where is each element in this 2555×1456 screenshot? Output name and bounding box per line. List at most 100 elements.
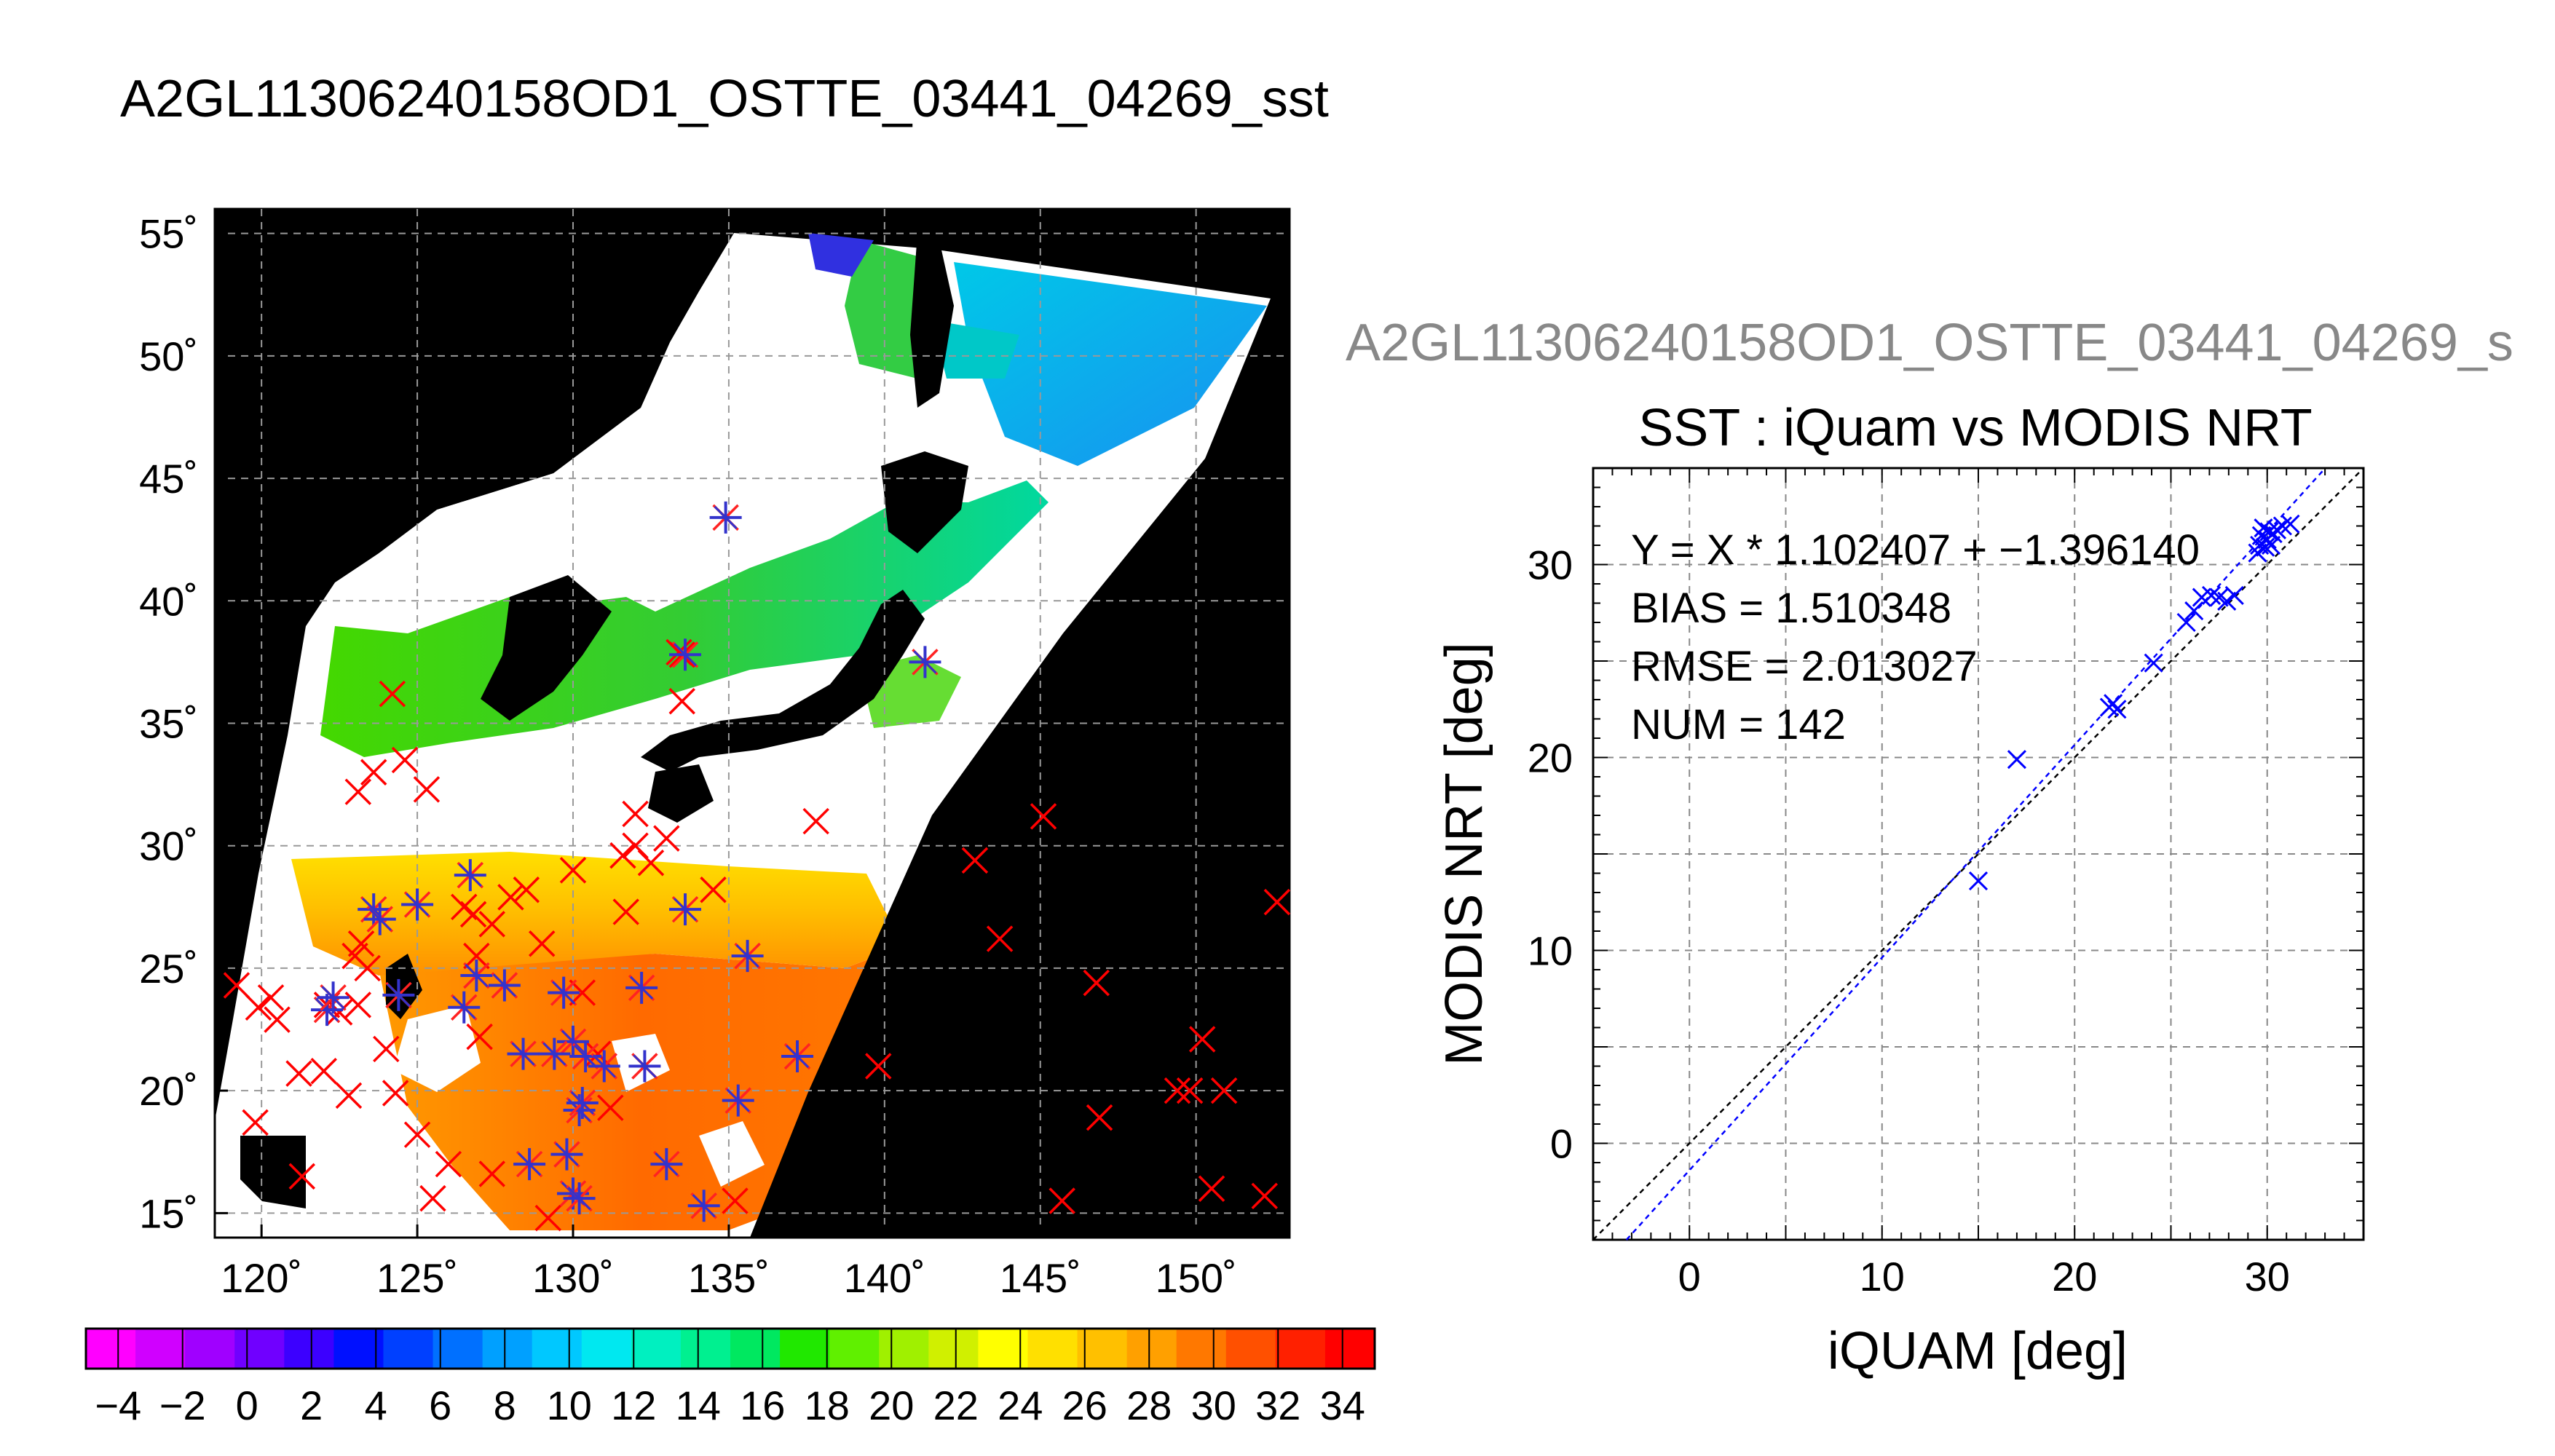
map-lat-tick-label: 35˚ bbox=[139, 701, 198, 747]
iquam-point-marker bbox=[865, 1053, 892, 1080]
x-stroke bbox=[1198, 1175, 1225, 1202]
scatter-y-tick-label: 30 bbox=[1528, 542, 1573, 588]
matchup-point-marker bbox=[557, 1025, 589, 1058]
scatter-y-tick-label: 20 bbox=[1528, 735, 1573, 781]
x-stroke bbox=[2209, 587, 2229, 607]
asterisk-stroke bbox=[542, 1042, 566, 1066]
scatter-point bbox=[1968, 871, 1989, 891]
matchup-point-marker bbox=[448, 991, 481, 1024]
stats-fit: Y = X * 1.102407 + −1.396140 bbox=[1631, 526, 2200, 574]
colorbar-label: 2 bbox=[300, 1382, 323, 1428]
matchup-point-marker bbox=[687, 1190, 720, 1222]
matchup-point-marker bbox=[669, 638, 702, 671]
asterisk-stroke bbox=[452, 995, 476, 1019]
colorbar-label: 18 bbox=[805, 1382, 850, 1428]
y-axis-label: MODIS NRT [deg] bbox=[1435, 642, 1493, 1066]
colorbar-label: 14 bbox=[676, 1382, 721, 1428]
asterisk-stroke bbox=[630, 976, 654, 1000]
x-stroke bbox=[986, 925, 1014, 952]
x-stroke bbox=[2280, 514, 2300, 534]
map-lat-tick-label: 20˚ bbox=[139, 1068, 198, 1114]
x-stroke bbox=[597, 1094, 624, 1121]
colorbar-segment bbox=[928, 1329, 979, 1369]
colorbar-segment bbox=[1324, 1329, 1375, 1369]
x-stroke bbox=[1968, 871, 1989, 891]
scatter-point bbox=[2224, 585, 2244, 605]
map-gridlines bbox=[215, 209, 1290, 1238]
iquam-point-marker bbox=[1030, 803, 1057, 830]
matchup-point-marker bbox=[317, 981, 350, 1014]
scatter-x-tick-label: 0 bbox=[1678, 1254, 1701, 1299]
asterisk-stroke bbox=[561, 1029, 585, 1053]
asterisk-stroke bbox=[552, 981, 576, 1005]
scatter-y-tick-label: 0 bbox=[1550, 1121, 1573, 1167]
stats-num: NUM = 142 bbox=[1631, 701, 1846, 748]
iquam-point-marker bbox=[391, 746, 419, 774]
scatter-point bbox=[2184, 601, 2204, 621]
x-stroke bbox=[2224, 585, 2244, 605]
matchup-point-marker bbox=[909, 646, 941, 678]
asterisk-stroke bbox=[785, 1044, 810, 1069]
map-title: A2GL11306240158OD1_OSTTE_03441_04269_sst bbox=[120, 70, 1329, 128]
x-stroke bbox=[637, 850, 665, 877]
iquam-point-marker bbox=[622, 800, 649, 828]
iquam-point-marker bbox=[288, 1163, 316, 1190]
colorbar-frame bbox=[84, 1327, 1376, 1370]
asterisk-stroke bbox=[673, 898, 698, 922]
colorbar-segment bbox=[1275, 1329, 1326, 1369]
iquam-point-marker bbox=[700, 877, 727, 903]
iquam-point-marker bbox=[986, 925, 1014, 952]
scatter-point bbox=[2007, 750, 2026, 769]
x-stroke bbox=[534, 1204, 562, 1232]
iquam-point-marker bbox=[459, 901, 487, 928]
iquam-point-marker bbox=[478, 1160, 506, 1187]
iquam-point-marker bbox=[466, 1023, 493, 1051]
x-stroke bbox=[802, 807, 829, 835]
iquam-point-marker bbox=[612, 898, 639, 925]
iquam-point-marker bbox=[1176, 1077, 1204, 1104]
x-stroke bbox=[653, 825, 680, 852]
map-lon-tick-label: 145˚ bbox=[1000, 1255, 1081, 1301]
iquam-point-marker bbox=[722, 1187, 749, 1214]
x-stroke bbox=[435, 1150, 462, 1178]
matchup-point-marker bbox=[625, 971, 658, 1004]
matchup-point-marker bbox=[513, 1148, 546, 1181]
iquam-point-marker bbox=[435, 1150, 462, 1178]
x-stroke bbox=[478, 911, 506, 938]
map-lon-tick-label: 150˚ bbox=[1156, 1255, 1237, 1301]
matchup-point-marker bbox=[550, 1138, 583, 1171]
map-lat-tick-label: 15˚ bbox=[139, 1190, 198, 1236]
x-stroke bbox=[466, 1023, 493, 1051]
asterisk-stroke bbox=[570, 1091, 594, 1115]
scatter-file-label: A2GL11306240158OD1_OSTTE_03441_04269_s bbox=[1346, 314, 2513, 372]
colorbar-segment bbox=[829, 1329, 880, 1369]
colorbar-segment bbox=[383, 1329, 434, 1369]
iquam-point-marker bbox=[223, 972, 250, 999]
iquam-point-marker bbox=[344, 778, 372, 805]
map-tick-labels: 120˚ 125˚ 130˚ 135˚ 140˚ 145˚ 150˚ 15˚ 20˚ 25˚ 30˚… bbox=[139, 211, 1237, 1301]
colorbar-label: 6 bbox=[429, 1382, 451, 1428]
colorbar-label: −2 bbox=[159, 1382, 206, 1428]
iquam-point-marker bbox=[666, 638, 692, 666]
iquam-point-marker bbox=[569, 979, 596, 1006]
x-stroke bbox=[2201, 585, 2222, 605]
x-stroke bbox=[354, 954, 381, 982]
x-stroke bbox=[569, 979, 596, 1006]
x-stroke bbox=[722, 1187, 749, 1214]
colorbar-label: 28 bbox=[1126, 1382, 1172, 1428]
scatter-point bbox=[2261, 535, 2281, 555]
matchup-point-marker bbox=[650, 1148, 683, 1181]
colorbar-label: 22 bbox=[933, 1382, 979, 1428]
scatter-point bbox=[2217, 591, 2237, 611]
stats-bias: BIAS = 1.510348 bbox=[1631, 585, 1951, 632]
iquam-point-marker bbox=[1198, 1175, 1225, 1202]
matchup-point-marker bbox=[628, 1050, 661, 1083]
iquam-point-marker bbox=[354, 954, 381, 982]
iquam-point-marker bbox=[668, 687, 695, 715]
map-lat-tick-label: 40˚ bbox=[139, 578, 198, 624]
iquam-point-marker bbox=[1251, 1182, 1279, 1210]
iquam-point-marker bbox=[1188, 1026, 1216, 1053]
iquam-point-marker bbox=[1086, 1104, 1113, 1131]
map-lon-tick-label: 140˚ bbox=[844, 1255, 925, 1301]
asterisk-stroke bbox=[655, 1152, 679, 1176]
